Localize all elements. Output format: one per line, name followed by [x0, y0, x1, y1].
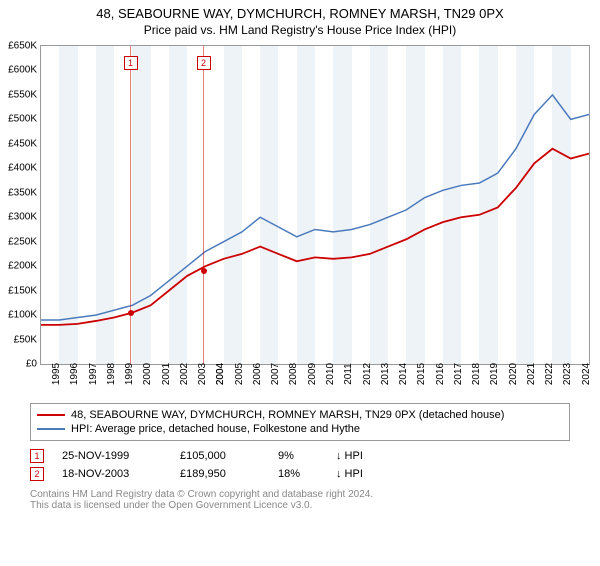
footer-line-1: Contains HM Land Registry data © Crown c… [30, 489, 570, 500]
x-axis-label: 2002 [169, 355, 180, 377]
x-axis-label: 2022 [534, 355, 545, 377]
x-axis-label: 2025 [589, 355, 600, 377]
x-axis-label: 2024 [571, 355, 582, 377]
x-axis-label: 2000 [132, 355, 143, 377]
x-axis-label: 2012 [352, 355, 363, 377]
y-axis-label: £450K [8, 138, 37, 149]
y-axis-label: £0 [26, 359, 37, 370]
legend-item: 48, SEABOURNE WAY, DYMCHURCH, ROMNEY MAR… [37, 408, 563, 422]
x-axis-label: 2010 [315, 355, 326, 377]
down-arrow-icon: ↓ HPI [336, 468, 363, 480]
y-axis-label: £200K [8, 261, 37, 272]
x-axis-label: 1996 [59, 355, 70, 377]
y-axis-label: £100K [8, 310, 37, 321]
x-axis-label: 1999 [114, 355, 125, 377]
x-axis-label: 2021 [516, 355, 527, 377]
transaction-pct: 9% [278, 450, 318, 462]
y-axis-label: £650K [8, 41, 37, 52]
transaction-row: 2 18-NOV-2003 £189,950 18% ↓ HPI [30, 465, 570, 483]
y-axis-label: £600K [8, 65, 37, 76]
transaction-date: 25-NOV-1999 [62, 450, 162, 462]
transaction-point [201, 268, 207, 274]
y-axis-label: £400K [8, 163, 37, 174]
transaction-price: £105,000 [180, 450, 260, 462]
x-axis-label: 2011 [333, 355, 344, 377]
transaction-date: 18-NOV-2003 [62, 468, 162, 480]
transaction-pct: 18% [278, 468, 318, 480]
y-axis-label: £350K [8, 187, 37, 198]
x-axis-label: 1998 [96, 355, 107, 377]
x-axis-label: 2006 [242, 355, 253, 377]
x-axis-label: 2023 [552, 355, 563, 377]
transaction-price: £189,950 [180, 468, 260, 480]
legend-label: 48, SEABOURNE WAY, DYMCHURCH, ROMNEY MAR… [71, 409, 504, 421]
x-axis-label: 2009 [297, 355, 308, 377]
transaction-marker: 1 [124, 56, 138, 70]
footer-line-2: This data is licensed under the Open Gov… [30, 500, 570, 511]
chart-area: £0£50K£100K£150K£200K£250K£300K£350K£400… [40, 45, 590, 395]
x-axis-label: 2013 [370, 355, 381, 377]
transaction-id-badge: 2 [30, 467, 44, 481]
transaction-point [128, 310, 134, 316]
x-axis-label: 2007 [260, 355, 271, 377]
series-line [41, 95, 589, 320]
y-axis-label: £50K [14, 334, 37, 345]
y-axis-label: £150K [8, 285, 37, 296]
x-axis-label: 2019 [479, 355, 490, 377]
y-axis-label: £500K [8, 114, 37, 125]
x-axis-label: 2003 [187, 355, 198, 377]
x-axis-label: 2008 [278, 355, 289, 377]
transaction-row: 1 25-NOV-1999 £105,000 9% ↓ HPI [30, 447, 570, 465]
legend-item: HPI: Average price, detached house, Folk… [37, 422, 563, 436]
x-axis-label: 2020 [498, 355, 509, 377]
x-axis-label: 1997 [78, 355, 89, 377]
x-axis-label: 2016 [425, 355, 436, 377]
chart-subtitle: Price paid vs. HM Land Registry's House … [0, 23, 600, 37]
footer-attribution: Contains HM Land Registry data © Crown c… [30, 489, 570, 511]
chart-lines [41, 46, 589, 364]
x-axis-label: 1995 [41, 355, 52, 377]
transaction-marker: 2 [197, 56, 211, 70]
x-axis-label: 2017 [443, 355, 454, 377]
x-axis-label: 2018 [461, 355, 472, 377]
y-axis-label: £550K [8, 89, 37, 100]
y-axis-label: £300K [8, 212, 37, 223]
x-axis-label: 2005 [224, 355, 235, 377]
transactions-table: 1 25-NOV-1999 £105,000 9% ↓ HPI 2 18-NOV-2003 £… [30, 447, 570, 483]
down-arrow-icon: ↓ HPI [336, 450, 363, 462]
y-axis-label: £250K [8, 236, 37, 247]
plot-region: £0£50K£100K£150K£200K£250K£300K£350K£400… [40, 45, 590, 365]
legend-swatch [37, 414, 65, 416]
transaction-id-badge: 1 [30, 449, 44, 463]
legend: 48, SEABOURNE WAY, DYMCHURCH, ROMNEY MAR… [30, 403, 570, 441]
x-axis-label: 2014 [388, 355, 399, 377]
x-axis-label: 2004 [205, 355, 216, 377]
legend-swatch [37, 428, 65, 430]
legend-label: HPI: Average price, detached house, Folk… [71, 423, 360, 435]
x-axis-label: 2015 [406, 355, 417, 377]
x-axis-label: 2001 [151, 355, 162, 377]
series-line [41, 149, 589, 325]
chart-title: 48, SEABOURNE WAY, DYMCHURCH, ROMNEY MAR… [0, 6, 600, 21]
